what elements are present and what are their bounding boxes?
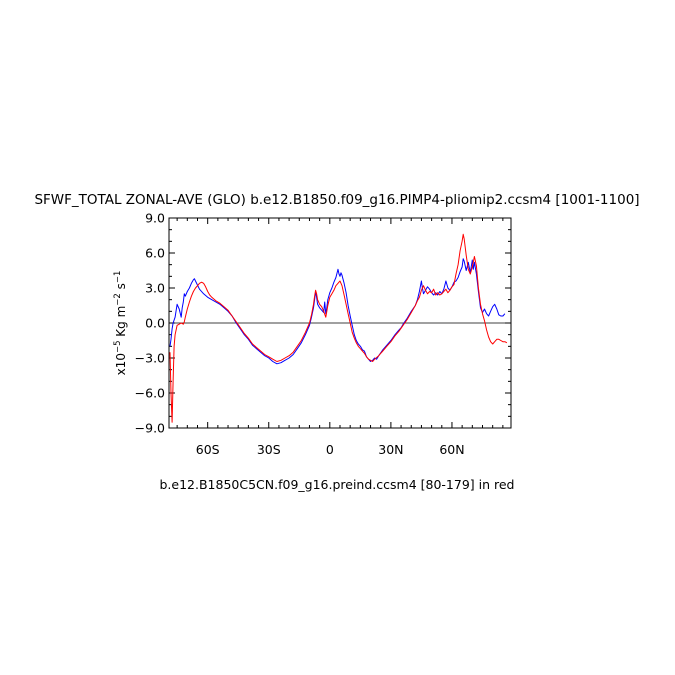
y-tick-label: −6.0: [135, 386, 165, 401]
x-tick-label: 60S: [196, 442, 220, 457]
series-line-1: [169, 233, 508, 423]
x-tick-label: 30S: [257, 442, 281, 457]
x-axis-subtitle: b.e12.B1850C5CN.f09_g16.preind.ccsm4 [80…: [160, 477, 515, 492]
y-tick-label: 9.0: [145, 211, 165, 226]
y-tick-label: 0.0: [145, 316, 165, 331]
y-tick-label: −9.0: [135, 421, 165, 436]
chart-title: SFWF_TOTAL ZONAL-AVE (GLO) b.e12.B1850.f…: [34, 192, 639, 208]
plot-area: [168, 217, 512, 429]
y-axis-label: x10−5 Kg m−2 s−1: [113, 271, 128, 376]
series-lines: [169, 233, 508, 423]
y-tick-labels: 9.0 6.0 3.0 0.0 −3.0 −6.0 −9.0: [135, 211, 165, 436]
series-line-0: [169, 258, 506, 365]
y-tick-label: 6.0: [145, 246, 165, 261]
y-tick-label: 3.0: [145, 281, 165, 296]
x-tick-label: 30N: [378, 442, 403, 457]
tick-marks: [169, 217, 511, 429]
x-tick-label: 60N: [439, 442, 464, 457]
y-tick-label: −3.0: [135, 351, 165, 366]
x-tick-label: 0: [326, 442, 334, 457]
x-tick-labels: 60S 30S 0 30N 60N: [196, 442, 465, 457]
